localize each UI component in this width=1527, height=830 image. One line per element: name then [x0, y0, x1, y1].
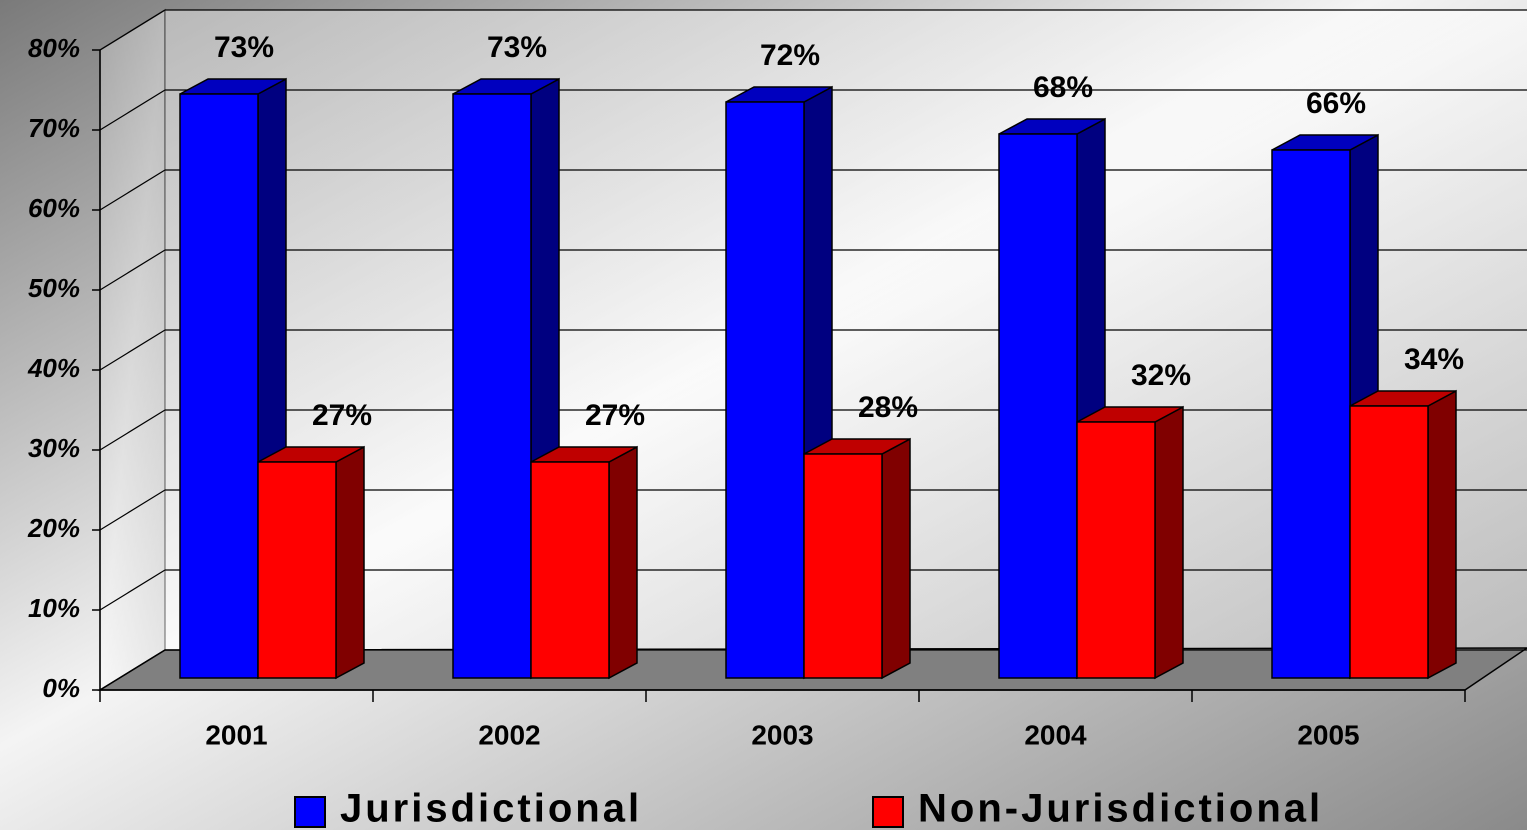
bar	[179, 93, 259, 679]
grid-line-side	[99, 249, 166, 291]
y-tick-label: 60%	[28, 193, 80, 223]
legend: Jurisdictional Non-Jurisdictional	[294, 787, 1323, 830]
x-tick-label: 2002	[478, 719, 540, 750]
grid-line-side	[99, 489, 166, 531]
bar	[1076, 421, 1156, 679]
data-label: 66%	[1306, 87, 1366, 120]
y-tick-label: 70%	[28, 113, 80, 143]
bar	[998, 133, 1078, 679]
bar	[452, 93, 532, 679]
y-tick-label: 20%	[27, 513, 80, 543]
x-tick-label: 2004	[1024, 719, 1087, 750]
bar-side	[608, 445, 638, 680]
bar	[530, 461, 610, 679]
grid-line-side	[99, 89, 166, 131]
data-label: 73%	[487, 31, 547, 64]
grid-line-side	[99, 169, 166, 211]
y-tick-label: 0%	[42, 673, 80, 703]
grid-line-side	[99, 409, 166, 451]
grid-line-side	[99, 649, 166, 691]
bar-side	[335, 445, 365, 680]
data-label: 72%	[760, 39, 820, 72]
y-tick-label: 50%	[28, 273, 80, 303]
x-tick-label: 2005	[1297, 719, 1359, 750]
bars	[179, 77, 1457, 680]
data-label: 27%	[585, 399, 645, 432]
bar	[803, 453, 883, 679]
y-tick-label: 80%	[28, 33, 80, 63]
labels: 2001 73% 27% 2002 73% 27% 2003 72% 28% 2004 68% 32%…	[205, 31, 1464, 750]
bar	[725, 101, 805, 679]
data-label: 28%	[858, 391, 918, 424]
data-label: 32%	[1131, 359, 1191, 392]
x-tick-label: 2001	[205, 719, 267, 750]
data-label: 27%	[312, 399, 372, 432]
grid: 0% 10% 20% 30% 40% 50% 60% 70% 80%	[27, 9, 1527, 703]
y-tick-label: 40%	[27, 353, 80, 383]
bar-side	[881, 437, 911, 680]
data-label: 34%	[1404, 343, 1464, 376]
y-tick-label: 30%	[28, 433, 80, 463]
grid-line-side	[99, 9, 166, 51]
y-tick-label: 10%	[28, 593, 80, 623]
bar	[257, 461, 337, 679]
bar-side	[1427, 389, 1457, 680]
grid-line-side	[99, 329, 166, 371]
legend-label: Non-Jurisdictional	[918, 787, 1323, 830]
bar	[1271, 149, 1351, 679]
data-label: 73%	[214, 31, 274, 64]
bar	[1349, 405, 1429, 679]
legend-swatch	[294, 796, 326, 828]
grid-line-side	[99, 569, 166, 611]
legend-swatch	[872, 796, 904, 828]
bar-side	[1154, 405, 1184, 680]
x-tick-label: 2003	[751, 719, 813, 750]
data-label: 68%	[1033, 71, 1093, 104]
legend-label: Jurisdictional	[340, 787, 642, 830]
